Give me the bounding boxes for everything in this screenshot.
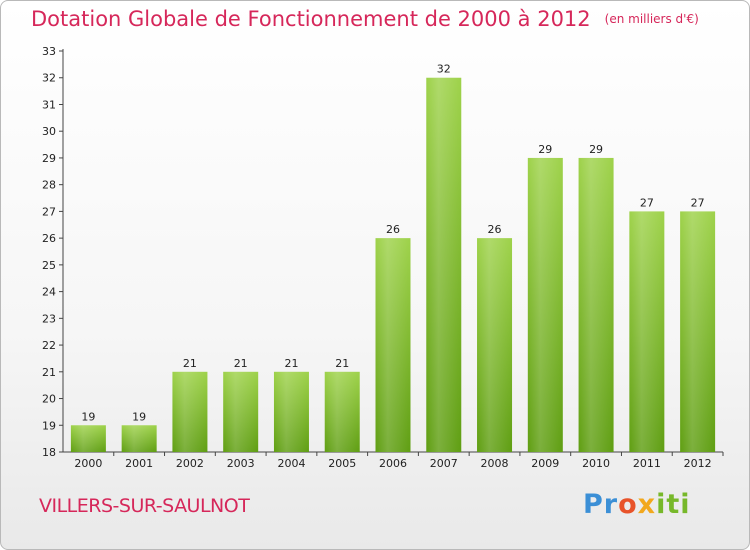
commune-name: VILLERS-SUR-SAULNOT	[39, 495, 250, 517]
bar-highlight	[629, 211, 665, 452]
y-tick-label: 18	[42, 446, 56, 459]
bar-value-label: 26	[488, 223, 502, 236]
bar-highlight	[324, 371, 360, 452]
bar-highlight	[578, 157, 614, 452]
y-tick-label: 21	[42, 366, 56, 379]
y-tick-label: 33	[42, 45, 56, 58]
bar-value-label: 27	[640, 196, 654, 209]
y-tick-label: 28	[42, 179, 56, 192]
x-tick-label: 2001	[125, 457, 153, 470]
bar-value-label: 21	[335, 357, 349, 370]
bar-highlight	[477, 238, 513, 452]
x-tick-label: 2008	[481, 457, 509, 470]
chart-title: Dotation Globale de Fonctionnement de 20…	[31, 7, 699, 31]
x-tick-label: 2010	[582, 457, 610, 470]
x-tick-label: 2012	[684, 457, 712, 470]
bars: 19 19 21 21 21 21 26 32 26 29 29 27 27	[70, 63, 716, 452]
proxiti-logo: Proxiti	[583, 489, 691, 520]
bar-highlight	[426, 77, 462, 452]
y-tick-label: 23	[42, 312, 56, 325]
bar-value-label: 32	[437, 63, 451, 76]
y-tick-label: 25	[42, 259, 56, 272]
chart-title-text: Dotation Globale de Fonctionnement de 20…	[31, 7, 591, 31]
bar-value-label: 21	[234, 357, 248, 370]
y-tick-label: 20	[42, 393, 56, 406]
y-tick-label: 19	[42, 419, 56, 432]
y-tick-label: 29	[42, 152, 56, 165]
y-axis: 18 19 20 21 22 23 24 25 26 27 28 29 30 31 32 33	[42, 45, 64, 459]
chart-subtitle: (en milliers d'€)	[604, 12, 699, 26]
bar-highlight	[527, 157, 563, 452]
bar-value-label: 19	[132, 410, 146, 423]
bar-highlight	[273, 371, 309, 452]
y-tick-label: 24	[42, 286, 56, 299]
y-tick-label: 22	[42, 339, 56, 352]
x-tick-label: 2005	[328, 457, 356, 470]
bar-value-label: 27	[691, 196, 705, 209]
bar-highlight	[172, 371, 208, 452]
y-tick-label: 30	[42, 125, 56, 138]
x-axis: 2000 2001 2002 2003 2004 2005 2006 2007 2008 2009…	[63, 451, 724, 470]
bar-value-label: 21	[284, 357, 298, 370]
y-tick-label: 31	[42, 98, 56, 111]
bar-highlight	[223, 371, 259, 452]
y-tick-label: 26	[42, 232, 56, 245]
bar-highlight	[680, 211, 716, 452]
bar-value-label: 29	[589, 143, 603, 156]
bar-highlight	[121, 425, 157, 452]
y-tick-label: 32	[42, 72, 56, 85]
x-tick-label: 2006	[379, 457, 407, 470]
x-tick-label: 2004	[277, 457, 305, 470]
x-tick-label: 2007	[430, 457, 458, 470]
bar-value-label: 29	[538, 143, 552, 156]
bar-value-label: 26	[386, 223, 400, 236]
y-tick-label: 27	[42, 205, 56, 218]
bar-value-label: 19	[81, 410, 95, 423]
x-tick-label: 2002	[176, 457, 204, 470]
bar-highlight	[70, 425, 106, 452]
bar-highlight	[375, 238, 411, 452]
x-tick-label: 2003	[227, 457, 255, 470]
x-tick-label: 2011	[633, 457, 661, 470]
x-tick-label: 2009	[531, 457, 559, 470]
x-tick-label: 2000	[74, 457, 102, 470]
bar-value-label: 21	[183, 357, 197, 370]
